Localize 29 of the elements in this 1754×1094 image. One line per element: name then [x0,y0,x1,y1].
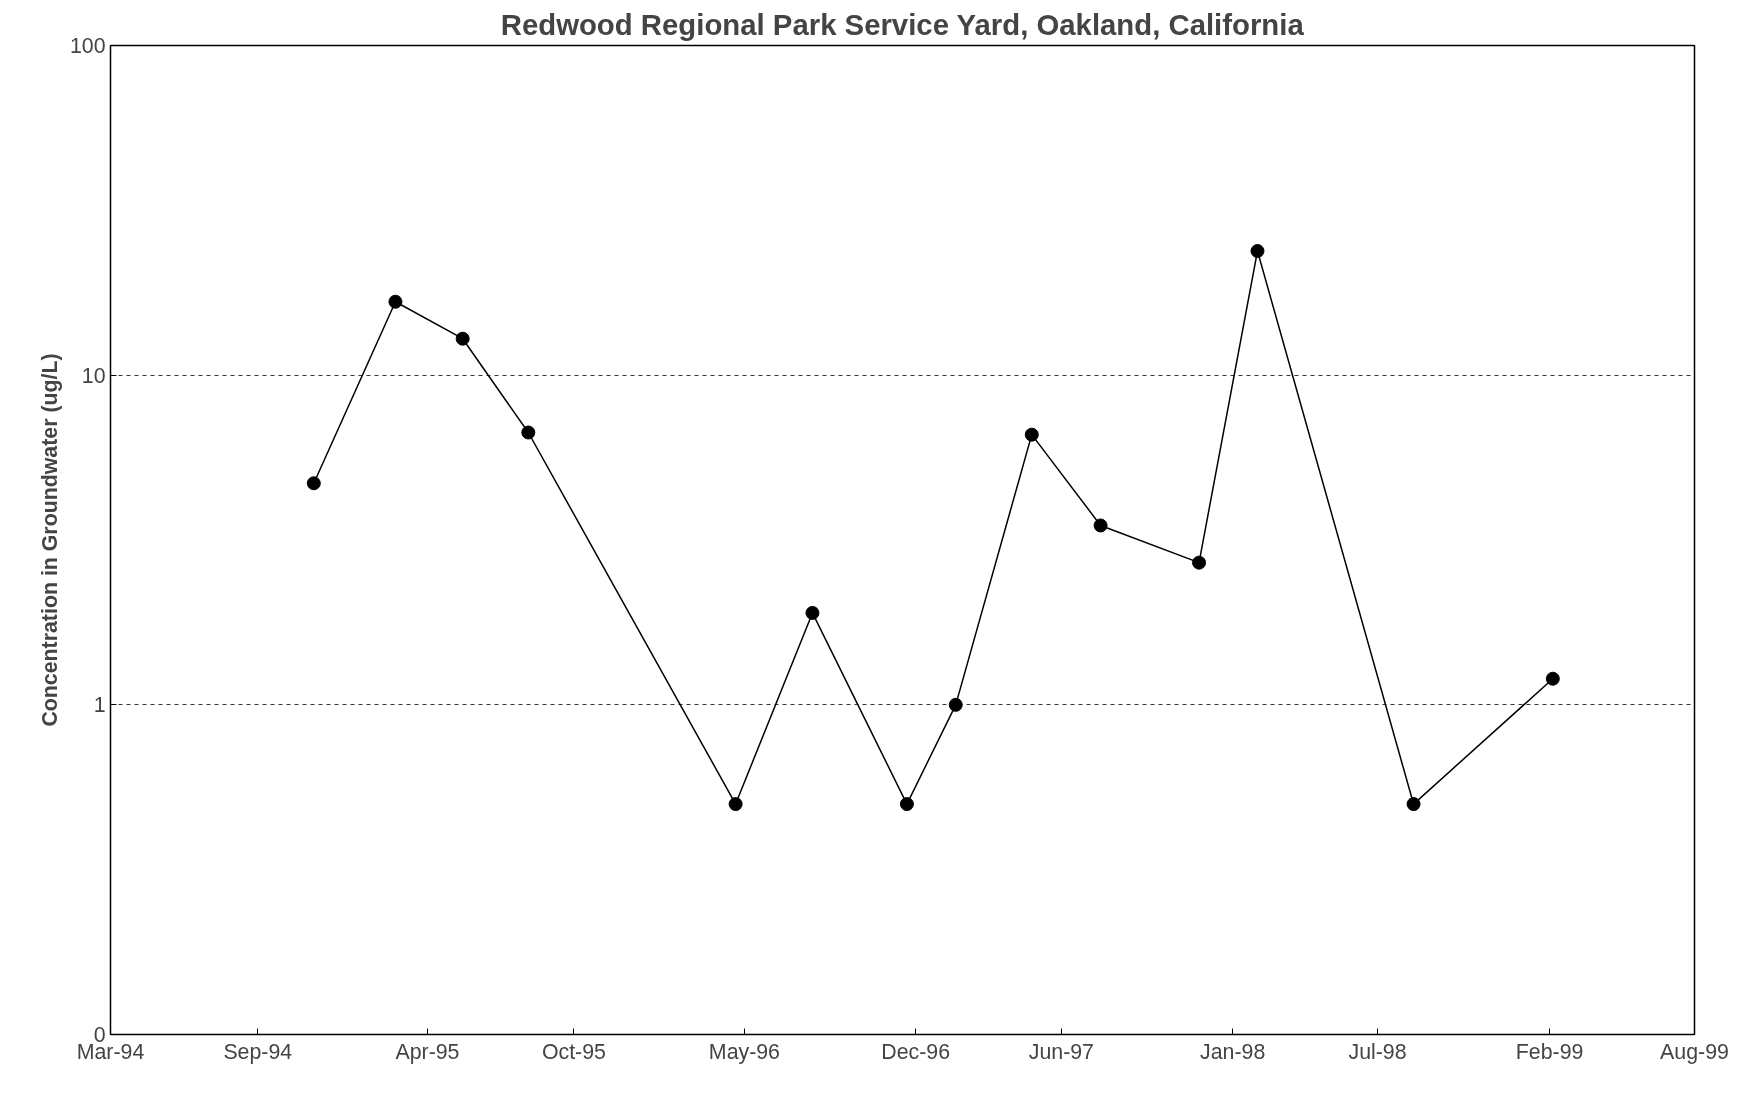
x-tick-label: Feb-99 [1515,1039,1584,1064]
x-tick-label: Apr-95 [395,1039,460,1064]
point [521,425,536,440]
point [1545,671,1560,686]
point [805,605,820,620]
y-tick-label: 1 [93,693,106,718]
x-tick-label: Jun-97 [1028,1039,1094,1064]
x-tick-label: Aug-99 [1660,1039,1729,1064]
x-tick-label: Sep-94 [223,1039,293,1064]
x-tick-label: May-96 [708,1039,780,1064]
point [1024,427,1039,442]
x-tick-label: Jul-98 [1348,1039,1407,1064]
point [1192,555,1207,570]
point [306,476,321,491]
point [1406,797,1421,812]
y-axis-title: Concentration in Groundwater (ug/L) [37,353,62,727]
point [388,294,403,309]
x-tick-label: Jan-98 [1200,1039,1266,1064]
y-tick-label: 100 [69,34,106,58]
point [728,797,743,812]
x-tick-label: Oct-95 [541,1039,606,1064]
point [1093,518,1108,533]
y-tick-label: 10 [81,363,106,388]
point [948,697,963,712]
x-tick-label: Dec-96 [881,1039,951,1064]
chart-title: Redwood Regional Park Service Yard, Oakland, California [500,7,1305,41]
point [1250,244,1265,259]
point [899,797,914,812]
point [455,331,470,346]
